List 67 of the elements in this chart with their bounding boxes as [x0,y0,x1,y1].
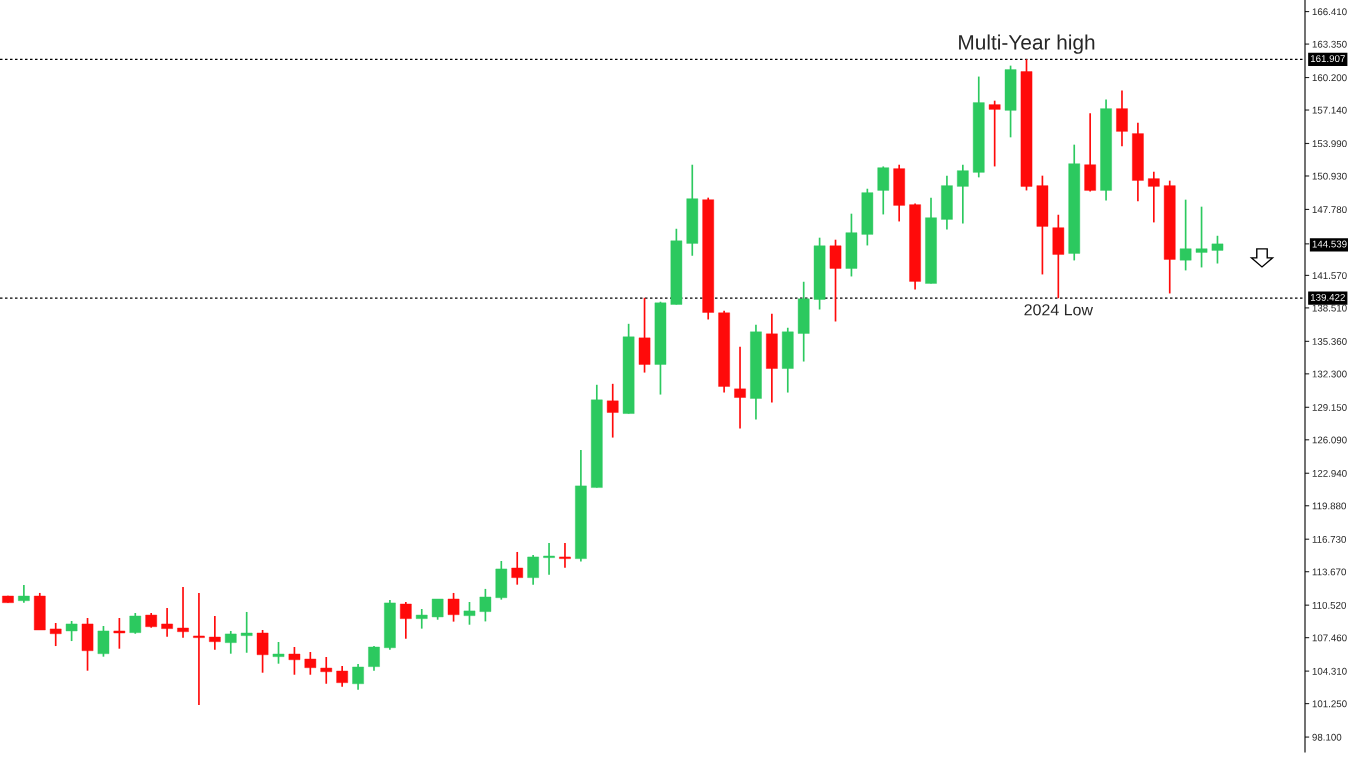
y-tick-label: 107.460 [1312,634,1347,642]
y-tick-label: 166.410 [1312,8,1347,16]
candlestick [1211,234,1224,265]
annotation: Multi-Year high [959,34,1095,54]
y-tick-label: 141.570 [1312,272,1347,280]
candlestick [336,665,348,688]
candlestick [193,592,205,706]
candlestick [224,630,237,655]
candlestick [447,592,460,623]
candlestick [65,620,78,642]
candlestick [1179,198,1192,272]
candlestick [606,382,619,439]
y-tick-label: 122.940 [1312,469,1347,477]
candlestick [177,586,189,639]
ref-line-label: 139.422 [1310,293,1345,301]
y-tick-label: 104.310 [1312,667,1347,675]
y-tick-label: 144.539 [1312,240,1347,248]
candlestick [161,607,173,638]
candlestick [240,611,253,654]
candlestick [511,551,524,586]
y-tick-label: 147.780 [1312,206,1347,214]
candlestick [463,601,476,626]
candlestick [1116,89,1128,148]
y-tick-label: 163.350 [1312,40,1347,48]
candlestick [304,651,317,676]
y-tick-label: 101.250 [1312,700,1347,708]
candlestick [877,165,890,216]
candlestick [415,608,428,630]
candlestick [272,641,285,665]
y-tick-label: 153.990 [1312,140,1347,148]
candlestick [988,99,1001,168]
candlestick [49,622,62,647]
y-tick-label: 157.140 [1312,106,1347,114]
annotation: 2024 Low [1024,304,1093,316]
y-tick-label: 98.100 [1312,733,1342,741]
candlestick [1195,205,1208,269]
y-tick-label: 138.510 [1312,304,1347,312]
candlestick [431,598,444,621]
ref-line-label: 161.907 [1310,55,1345,63]
y-tick-label: 113.670 [1312,568,1346,576]
candlestick [113,617,126,650]
candlestick [288,646,301,676]
y-tick-label: 116.730 [1312,535,1346,543]
candlestick [256,629,269,674]
y-tick-label: 135.360 [1312,338,1347,345]
candlestick [209,615,221,651]
candlestick [320,656,333,685]
y-tick-label: 160.200 [1312,74,1347,82]
y-tick-label: 126.090 [1312,436,1347,444]
y-tick-label: 119.880 [1312,502,1346,510]
candlestick [368,645,380,672]
candlestick [129,612,142,635]
candlestick [479,588,492,623]
candlestick [97,625,110,658]
candlestick [1148,170,1160,224]
candlestick [829,238,842,323]
candlestick [352,663,364,691]
y-tick-label: 132.300 [1312,370,1347,378]
candlestick [543,542,555,576]
y-tick-label: 129.150 [1312,404,1347,411]
candlestick [400,601,412,640]
candlestick [559,542,571,569]
candlestick [527,554,539,586]
y-tick-label: 110.520 [1312,601,1346,609]
y-tick-label: 150.930 [1312,172,1347,180]
candlestick [957,163,969,225]
candlestick [734,345,746,430]
